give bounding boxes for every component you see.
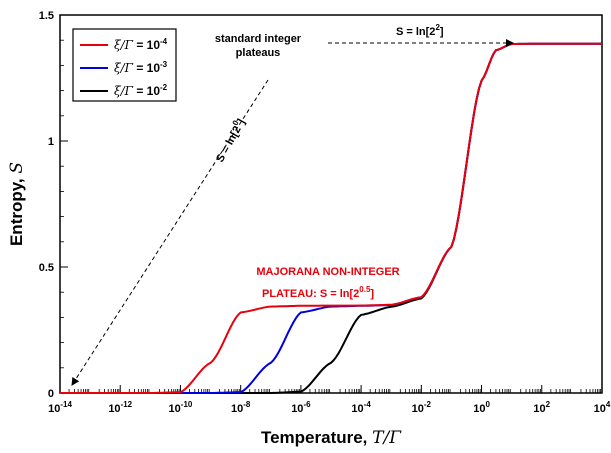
zero-plateau-arrow	[71, 79, 269, 386]
legend: ξ/Γ = 10-4 ξ/Γ = 10-3 ξ/Γ = 10-2	[72, 28, 177, 102]
y-tick-label: 1.5	[39, 10, 54, 22]
legend-label-3: ξ/Γ = 10-2	[114, 83, 168, 98]
y-tick-label: 0.5	[39, 262, 54, 274]
y-tick-label: 1	[48, 136, 54, 148]
x-tick-label: 10-12	[108, 400, 132, 415]
annotation-diag-label: S = ln[20]	[212, 115, 248, 164]
annotation-top-label: S = ln[22]	[396, 23, 444, 38]
legend-label-1: ξ/Γ = 10-4	[114, 37, 168, 52]
legend-label-2: ξ/Γ = 10-3	[114, 60, 168, 75]
x-tick-label: 10-8	[231, 400, 251, 415]
x-tick-label: 10-4	[351, 400, 371, 415]
plot-frame	[59, 14, 603, 394]
y-axis-ticks: 0 0.5 1 1.5	[39, 10, 68, 400]
annotation-standard-line1: standard integer	[215, 33, 302, 45]
x-tick-label: 104	[594, 400, 611, 415]
x-tick-label: 10-2	[412, 400, 432, 415]
x-tick-label: 10-14	[48, 400, 72, 415]
x-axis-title: Temperature, T/Γ	[261, 428, 402, 448]
x-axis-ticks: 10-14 10-12 10-10 10-8 10-6 10-4 10-2 100 102 104	[48, 385, 611, 415]
annotation-standard-line2: plateaus	[236, 47, 281, 59]
annotation-majorana-line2: PLATEAU: S = ln[20.5]	[262, 285, 374, 300]
legend-box	[72, 28, 177, 102]
annotation-majorana-line1: MAJORANA NON-INTEGER	[256, 266, 399, 278]
x-tick-label: 102	[533, 400, 550, 415]
x-tick-label: 100	[473, 400, 490, 415]
y-axis-title: Entropy, S	[7, 162, 27, 246]
x-tick-label: 10-10	[169, 400, 193, 415]
y-tick-label: 0	[48, 388, 54, 400]
x-tick-label: 10-6	[291, 400, 311, 415]
